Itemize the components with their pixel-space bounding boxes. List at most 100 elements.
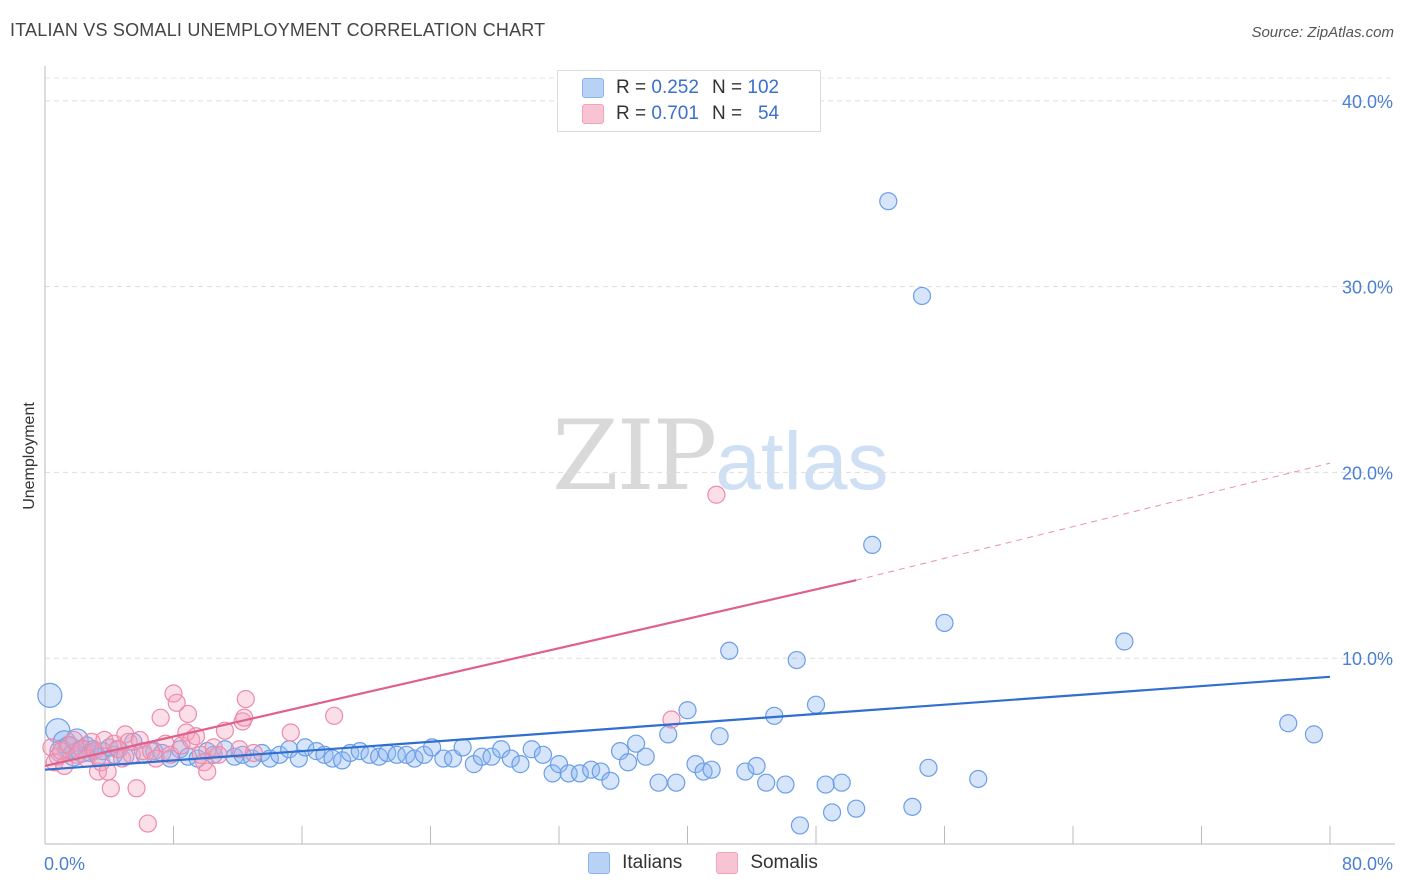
legend-swatch-somalis bbox=[582, 104, 604, 124]
legend-n-label: N = bbox=[712, 77, 748, 98]
point-italians bbox=[543, 764, 562, 783]
point-italians bbox=[710, 727, 729, 746]
point-italians bbox=[204, 745, 223, 764]
legend-r-value: 0.252 bbox=[651, 77, 699, 98]
point-italians bbox=[511, 755, 530, 774]
series-swatch-italians bbox=[588, 852, 611, 874]
point-italians bbox=[879, 192, 898, 211]
point-italians bbox=[591, 762, 610, 781]
point-italians bbox=[405, 749, 424, 768]
point-italians bbox=[453, 738, 472, 757]
legend-swatch-italians bbox=[582, 78, 604, 98]
point-somalis bbox=[127, 779, 146, 798]
legend-row-somalis: R = 0.701 N = 54 bbox=[582, 102, 779, 126]
chart-title: ITALIAN VS SOMALI UNEMPLOYMENT CORRELATI… bbox=[10, 20, 546, 40]
point-italians bbox=[903, 797, 922, 816]
point-somalis bbox=[209, 745, 228, 764]
point-somalis bbox=[42, 738, 61, 757]
point-italians bbox=[649, 773, 668, 792]
trendline-somalis bbox=[44, 579, 857, 768]
y-tick-label: 30.0% bbox=[1342, 278, 1393, 298]
stats-legend: R = 0.252 N = 102 R = 0.701 N = 54 bbox=[557, 70, 821, 132]
point-italians bbox=[720, 641, 739, 660]
y-tick-label: 20.0% bbox=[1342, 463, 1393, 483]
legend-n-value: 102 bbox=[747, 77, 780, 98]
series-label-italians: Italians bbox=[622, 852, 683, 873]
point-italians bbox=[757, 773, 776, 792]
point-somalis bbox=[178, 704, 198, 724]
trendline-extension-somalis bbox=[856, 462, 1331, 581]
point-somalis bbox=[138, 814, 157, 833]
point-somalis bbox=[167, 693, 186, 712]
point-italians bbox=[492, 740, 511, 759]
point-italians bbox=[747, 756, 766, 776]
watermark-atlas: atlas bbox=[715, 416, 889, 507]
point-italians bbox=[935, 613, 954, 633]
point-italians bbox=[736, 762, 755, 781]
point-italians bbox=[289, 749, 308, 768]
point-italians bbox=[533, 745, 553, 764]
point-italians bbox=[270, 745, 289, 764]
point-italians bbox=[667, 773, 686, 792]
point-somalis bbox=[230, 740, 249, 759]
y-tick-label: 10.0% bbox=[1342, 649, 1393, 669]
point-italians bbox=[912, 286, 932, 306]
series-swatch-somalis bbox=[716, 852, 739, 874]
point-italians bbox=[65, 728, 89, 752]
point-somalis bbox=[244, 743, 263, 763]
point-italians bbox=[659, 725, 678, 744]
point-italians bbox=[678, 701, 697, 720]
point-italians bbox=[37, 682, 63, 708]
legend-n-somalis: N = 54 bbox=[712, 103, 779, 125]
legend-r-value: 0.701 bbox=[651, 103, 699, 124]
legend-r-somalis: R = 0.701 bbox=[616, 103, 712, 125]
point-italians bbox=[790, 816, 810, 835]
legend-r-label: R = bbox=[616, 77, 652, 98]
source-label: Source: ZipAtlas.com bbox=[1251, 24, 1394, 41]
y-tick-label: 40.0% bbox=[1342, 92, 1393, 112]
point-italians bbox=[776, 775, 795, 794]
legend-row-italians: R = 0.252 N = 102 bbox=[582, 76, 779, 100]
watermark: ZIPatlas bbox=[552, 400, 888, 512]
point-italians bbox=[601, 771, 620, 790]
point-somalis bbox=[198, 762, 217, 781]
series-legend: Italians Somalis bbox=[0, 852, 1406, 874]
point-italians bbox=[626, 734, 646, 753]
point-italians bbox=[816, 775, 835, 794]
x-tick-label: 80.0% bbox=[1342, 854, 1393, 874]
point-italians bbox=[549, 755, 569, 774]
point-somalis bbox=[236, 689, 255, 709]
point-italians bbox=[702, 760, 721, 779]
point-italians bbox=[482, 747, 501, 766]
point-italians bbox=[863, 535, 882, 554]
point-somalis bbox=[281, 723, 300, 742]
point-italians bbox=[787, 650, 806, 670]
legend-n-label: N = bbox=[712, 103, 748, 124]
point-somalis bbox=[95, 730, 114, 750]
trendline-italians bbox=[44, 675, 1331, 771]
point-italians bbox=[636, 747, 655, 766]
point-italians bbox=[501, 749, 520, 768]
point-italians bbox=[387, 745, 406, 764]
point-italians bbox=[1115, 632, 1134, 651]
point-italians bbox=[1304, 725, 1324, 744]
series-legend-italians: Italians bbox=[588, 852, 682, 874]
point-somalis bbox=[325, 706, 344, 725]
point-italians bbox=[472, 747, 491, 766]
point-italians bbox=[847, 799, 866, 818]
point-italians bbox=[806, 695, 826, 714]
point-somalis bbox=[707, 485, 726, 504]
legend-n-italians: N = 102 bbox=[712, 77, 779, 99]
series-legend-somalis: Somalis bbox=[716, 852, 818, 874]
point-italians bbox=[434, 749, 453, 768]
point-italians bbox=[1279, 714, 1298, 733]
point-italians bbox=[618, 753, 638, 772]
legend-r-italians: R = 0.252 bbox=[616, 77, 712, 99]
series-label-somalis: Somalis bbox=[750, 852, 818, 873]
point-somalis bbox=[101, 779, 120, 798]
y-axis-label: Unemployment bbox=[21, 402, 38, 510]
watermark-zip: ZIP bbox=[552, 400, 717, 512]
point-somalis bbox=[235, 708, 254, 727]
point-somalis bbox=[151, 708, 170, 727]
